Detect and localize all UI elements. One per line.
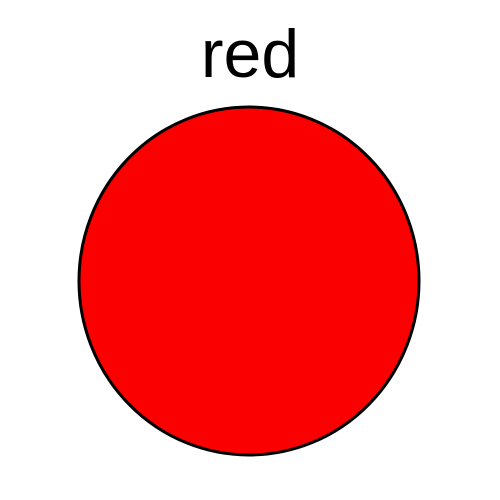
- color-word-label: red: [200, 16, 300, 92]
- color-circle: [77, 105, 421, 457]
